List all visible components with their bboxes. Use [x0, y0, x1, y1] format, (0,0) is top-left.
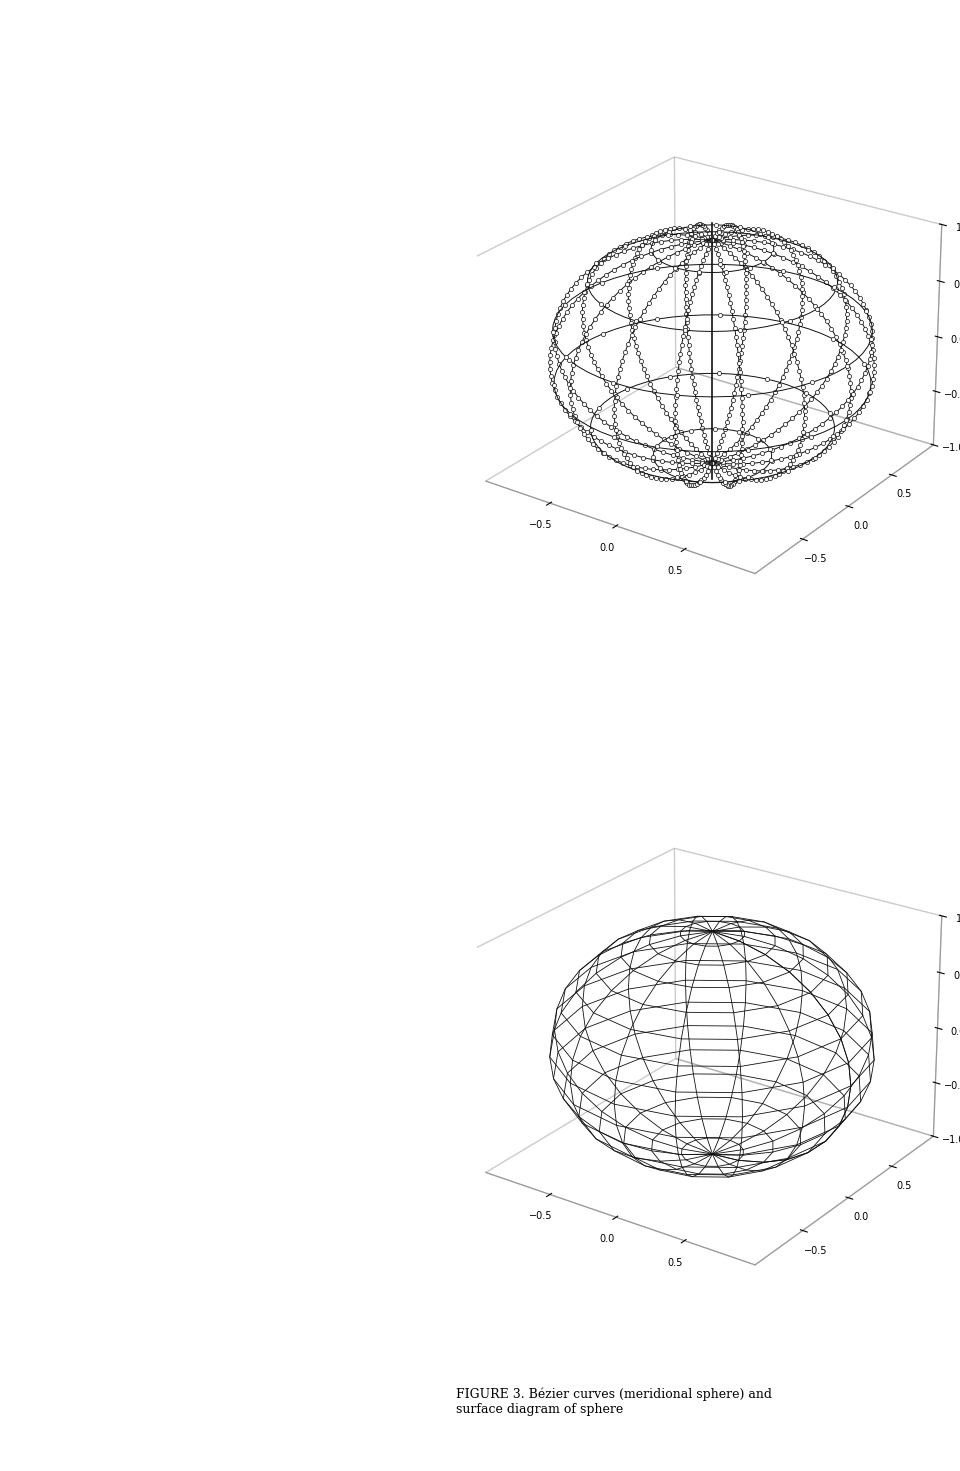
Text: FIGURE 3. Bézier curves (meridional sphere) and
surface diagram of sphere: FIGURE 3. Bézier curves (meridional sphe… [456, 1387, 772, 1415]
